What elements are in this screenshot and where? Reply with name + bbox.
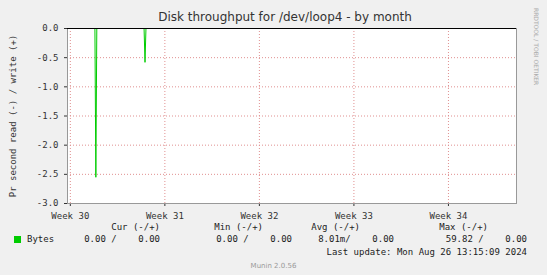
html-text:Last update: Mon Aug 26 13:15:: Last update: Mon Aug 26 13:15:09 2024 (326, 247, 527, 257)
svg-text:Week 31: Week 31 (146, 211, 184, 221)
html-text:Disk throughput for /dev/loop4: Disk throughput for /dev/loop4 - by mont… (158, 10, 412, 24)
svg-text:Pr second read (-) / write (+): Pr second read (-) / write (+) (8, 35, 18, 198)
svg-text:-1.0: -1.0 (37, 82, 59, 92)
html-text:59.82 / 0.00: 59.82 / 0.00 (445, 234, 527, 244)
html-text:Bytes: Bytes (27, 234, 55, 244)
html-text:Min (-/+): Min (-/+) (214, 222, 263, 232)
html-text:8.01m/ 0.00: 8.01m/ 0.00 (318, 234, 394, 244)
svg-text:Week 32: Week 32 (240, 211, 278, 221)
html-text:Cur (-/+): Cur (-/+) (111, 222, 160, 232)
svg-text:Week 34: Week 34 (429, 211, 467, 221)
html-text:Max (-/+): Max (-/+) (439, 222, 488, 232)
svg-text:-2.5: -2.5 (37, 169, 59, 179)
svg-text:Week 30: Week 30 (51, 211, 89, 221)
html-text:0.00 / 0.00: 0.00 / 0.00 (216, 234, 292, 244)
svg-text:0.0: 0.0 (42, 23, 58, 33)
svg-text:-3.0: -3.0 (37, 198, 59, 208)
svg-text:-0.5: -0.5 (37, 53, 59, 63)
html-text:Avg (-/+): Avg (-/+) (311, 222, 360, 232)
svg-text:-2.0: -2.0 (37, 140, 59, 150)
html-text:RRDTOOL / TOBI OETIKER: RRDTOOL / TOBI OETIKER (533, 8, 540, 86)
html-text:Munin 2.0.56: Munin 2.0.56 (250, 262, 297, 270)
html-text:0.00 / 0.00: 0.00 / 0.00 (84, 234, 160, 244)
svg-text:Week 33: Week 33 (335, 211, 373, 221)
svg-text:-1.5: -1.5 (37, 111, 59, 121)
